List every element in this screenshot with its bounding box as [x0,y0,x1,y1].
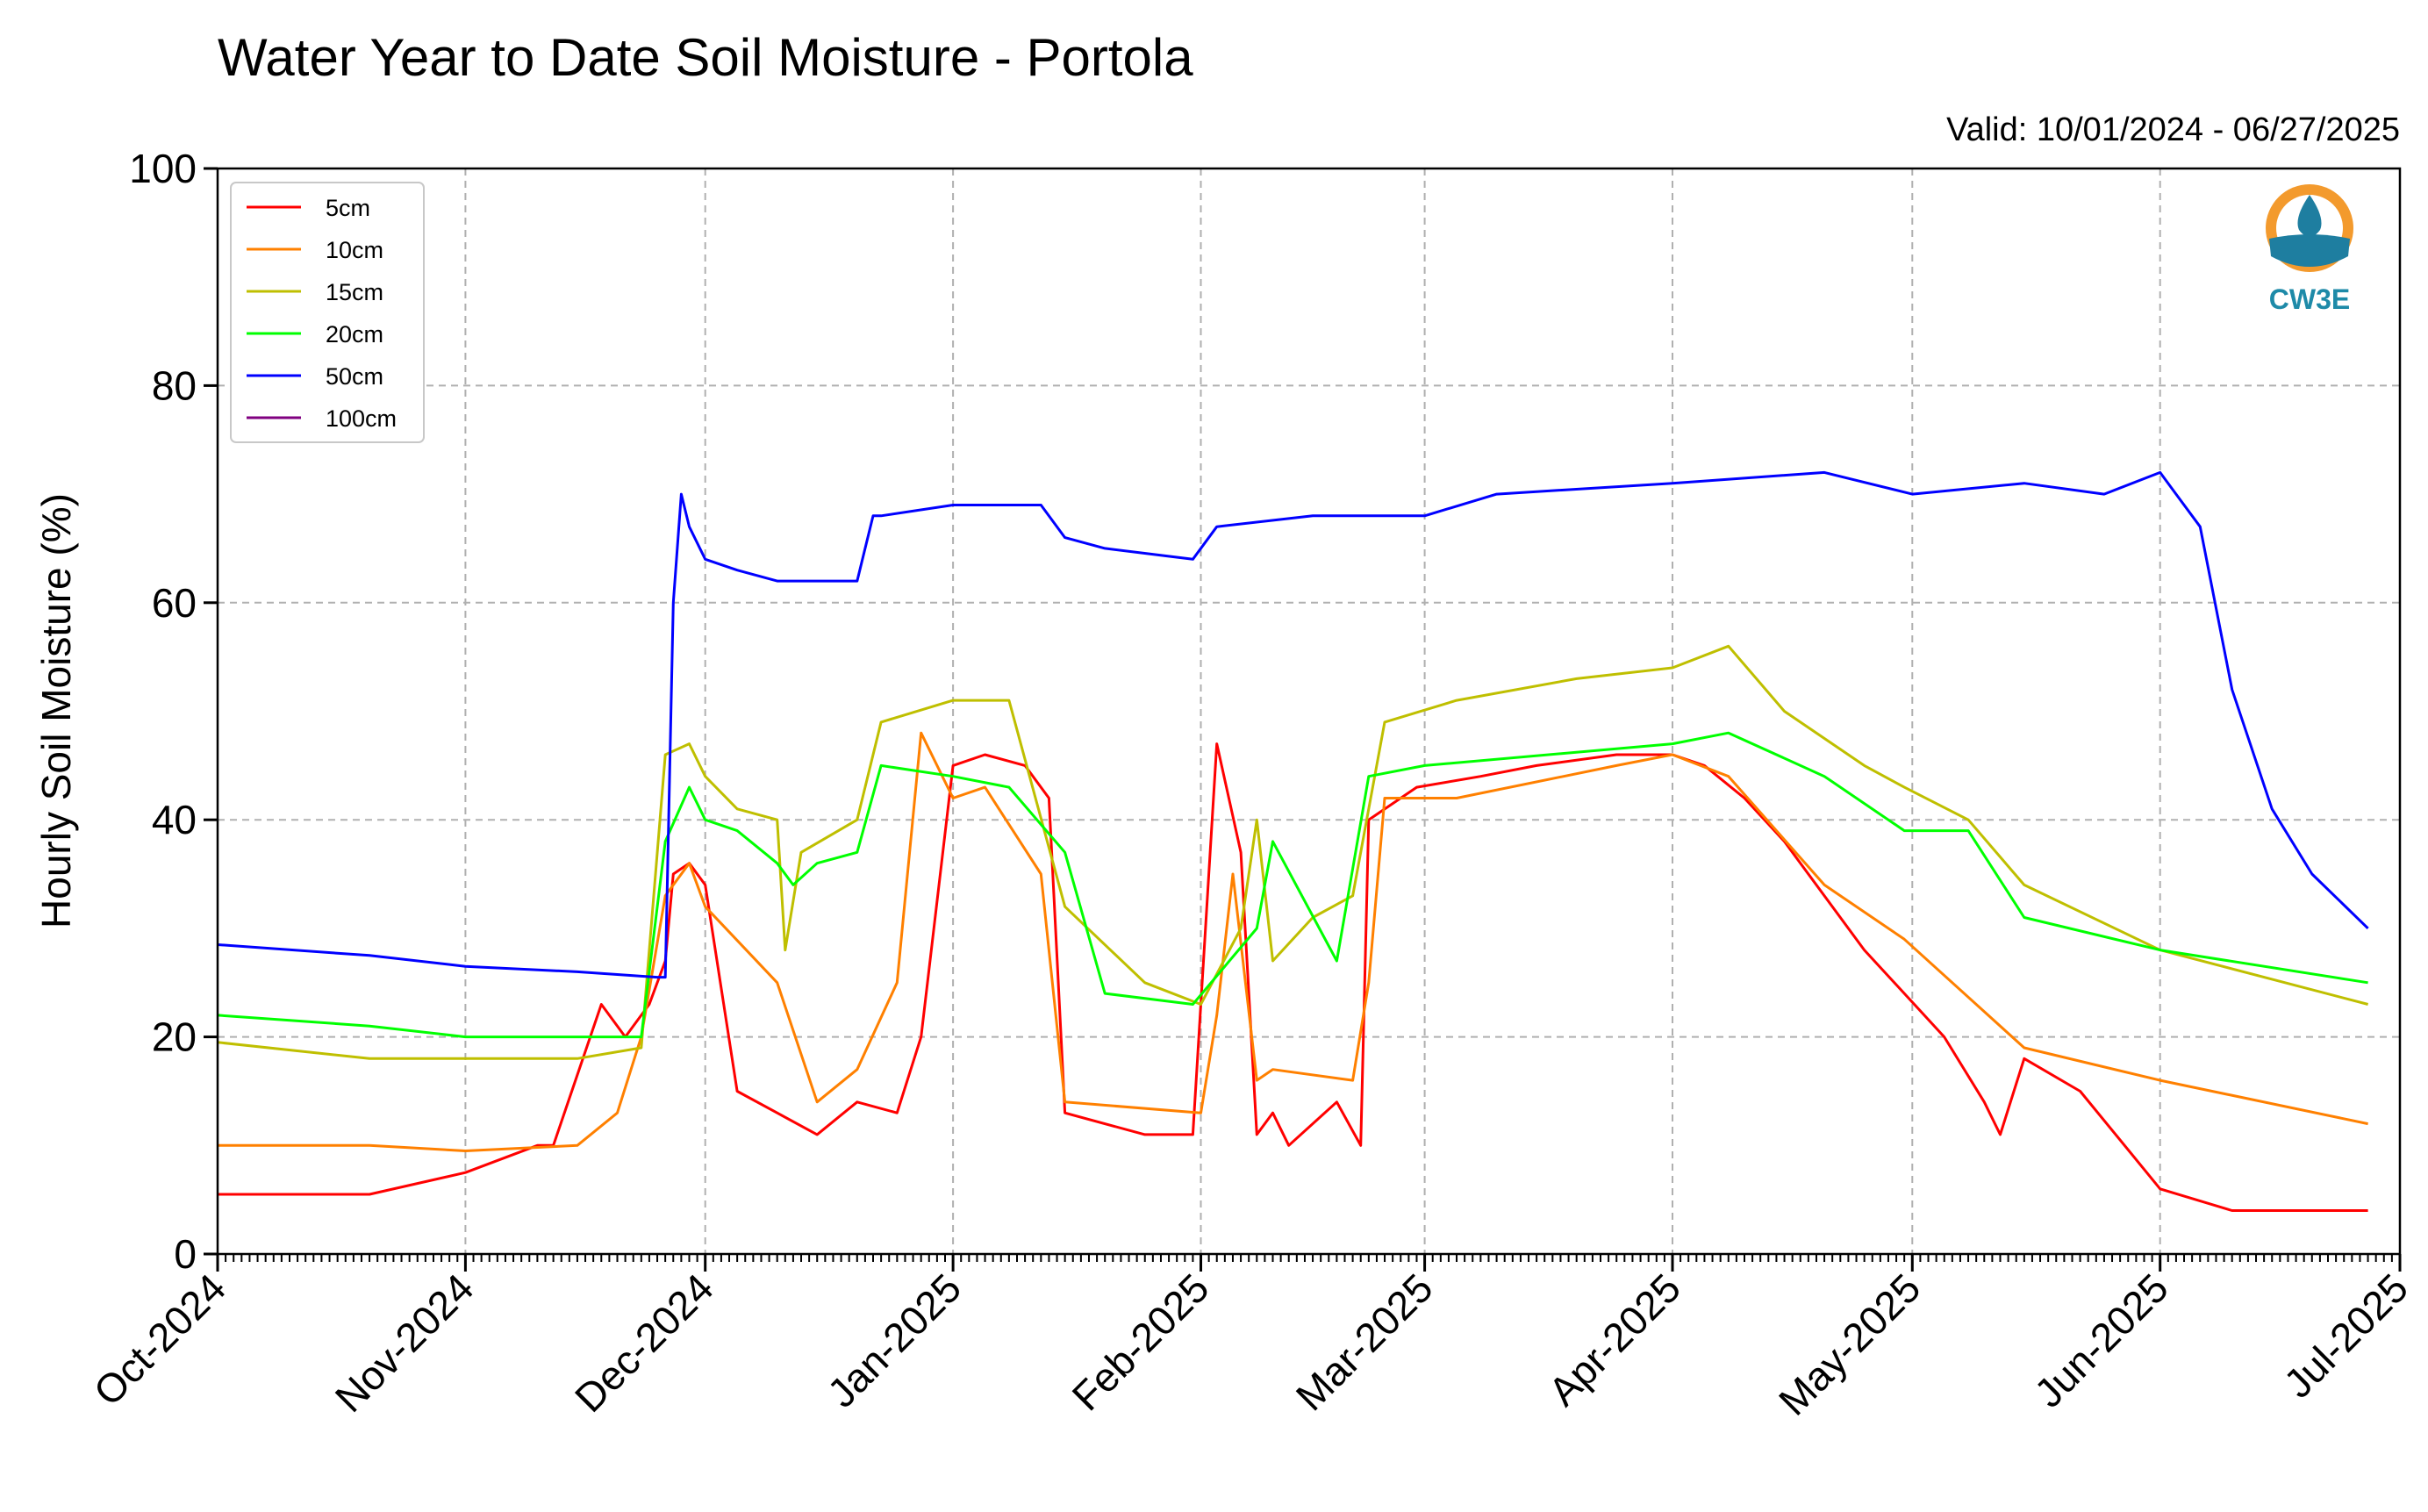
y-tick-label: 40 [152,797,197,842]
x-tick-label: Dec-2024 [566,1265,722,1421]
y-tick-label: 60 [152,580,197,626]
legend-label: 20cm [326,321,383,348]
legend-label: 10cm [326,237,383,263]
y-tick-label: 20 [152,1014,197,1060]
x-tick-label: Oct-2024 [85,1265,235,1415]
series-line-10cm [218,731,2368,1152]
series-group [217,470,2369,1212]
chart-title: Water Year to Date Soil Moisture - Porto… [218,28,1193,87]
series-line-20cm [217,731,2368,1039]
valid-date-range: Valid: 10/01/2024 - 06/27/2025 [1946,111,2400,148]
series-line-15cm [217,644,2368,1060]
x-tick-label: Apr-2025 [1539,1265,1689,1415]
legend: 5cm 10cm 15cm 20cm 50cm 100cm [230,182,425,443]
x-tick-label: Nov-2024 [326,1265,483,1421]
x-tick-label: Jan-2025 [819,1265,970,1415]
y-tick-label: 100 [129,146,197,191]
x-tick-label: May-2025 [1770,1265,1929,1423]
x-tick-label: Jun-2025 [2025,1265,2176,1415]
x-axis: Oct-2024 Nov-2024 Dec-2024 Jan-2025 Feb-2025… [85,1254,2417,1424]
legend-label: 5cm [326,195,370,221]
x-tick-label: Feb-2025 [1064,1265,1218,1419]
y-axis-label: Hourly Soil Moisture (%) [33,493,79,928]
water-drop-icon [2297,195,2322,237]
legend-label: 15cm [326,279,383,305]
legend-box [230,182,425,443]
legend-label: 100cm [326,405,397,432]
legend-label: 50cm [326,363,383,390]
logo-text: CW3E [2269,283,2350,315]
series-line-50cm [217,470,2369,979]
x-tick-label: Jul-2025 [2275,1265,2417,1407]
plot-frame [216,167,2402,1256]
y-tick-label: 80 [152,362,197,408]
x-tick-label: Mar-2025 [1287,1265,1442,1419]
logo-water-waves [2269,234,2350,267]
series-line-5cm [218,742,2368,1212]
y-axis: 0 20 40 60 80 100 [129,146,218,1277]
y-tick-label: 0 [174,1231,197,1277]
cw3e-logo: CW3E [2266,184,2353,315]
grid [218,168,2400,1254]
